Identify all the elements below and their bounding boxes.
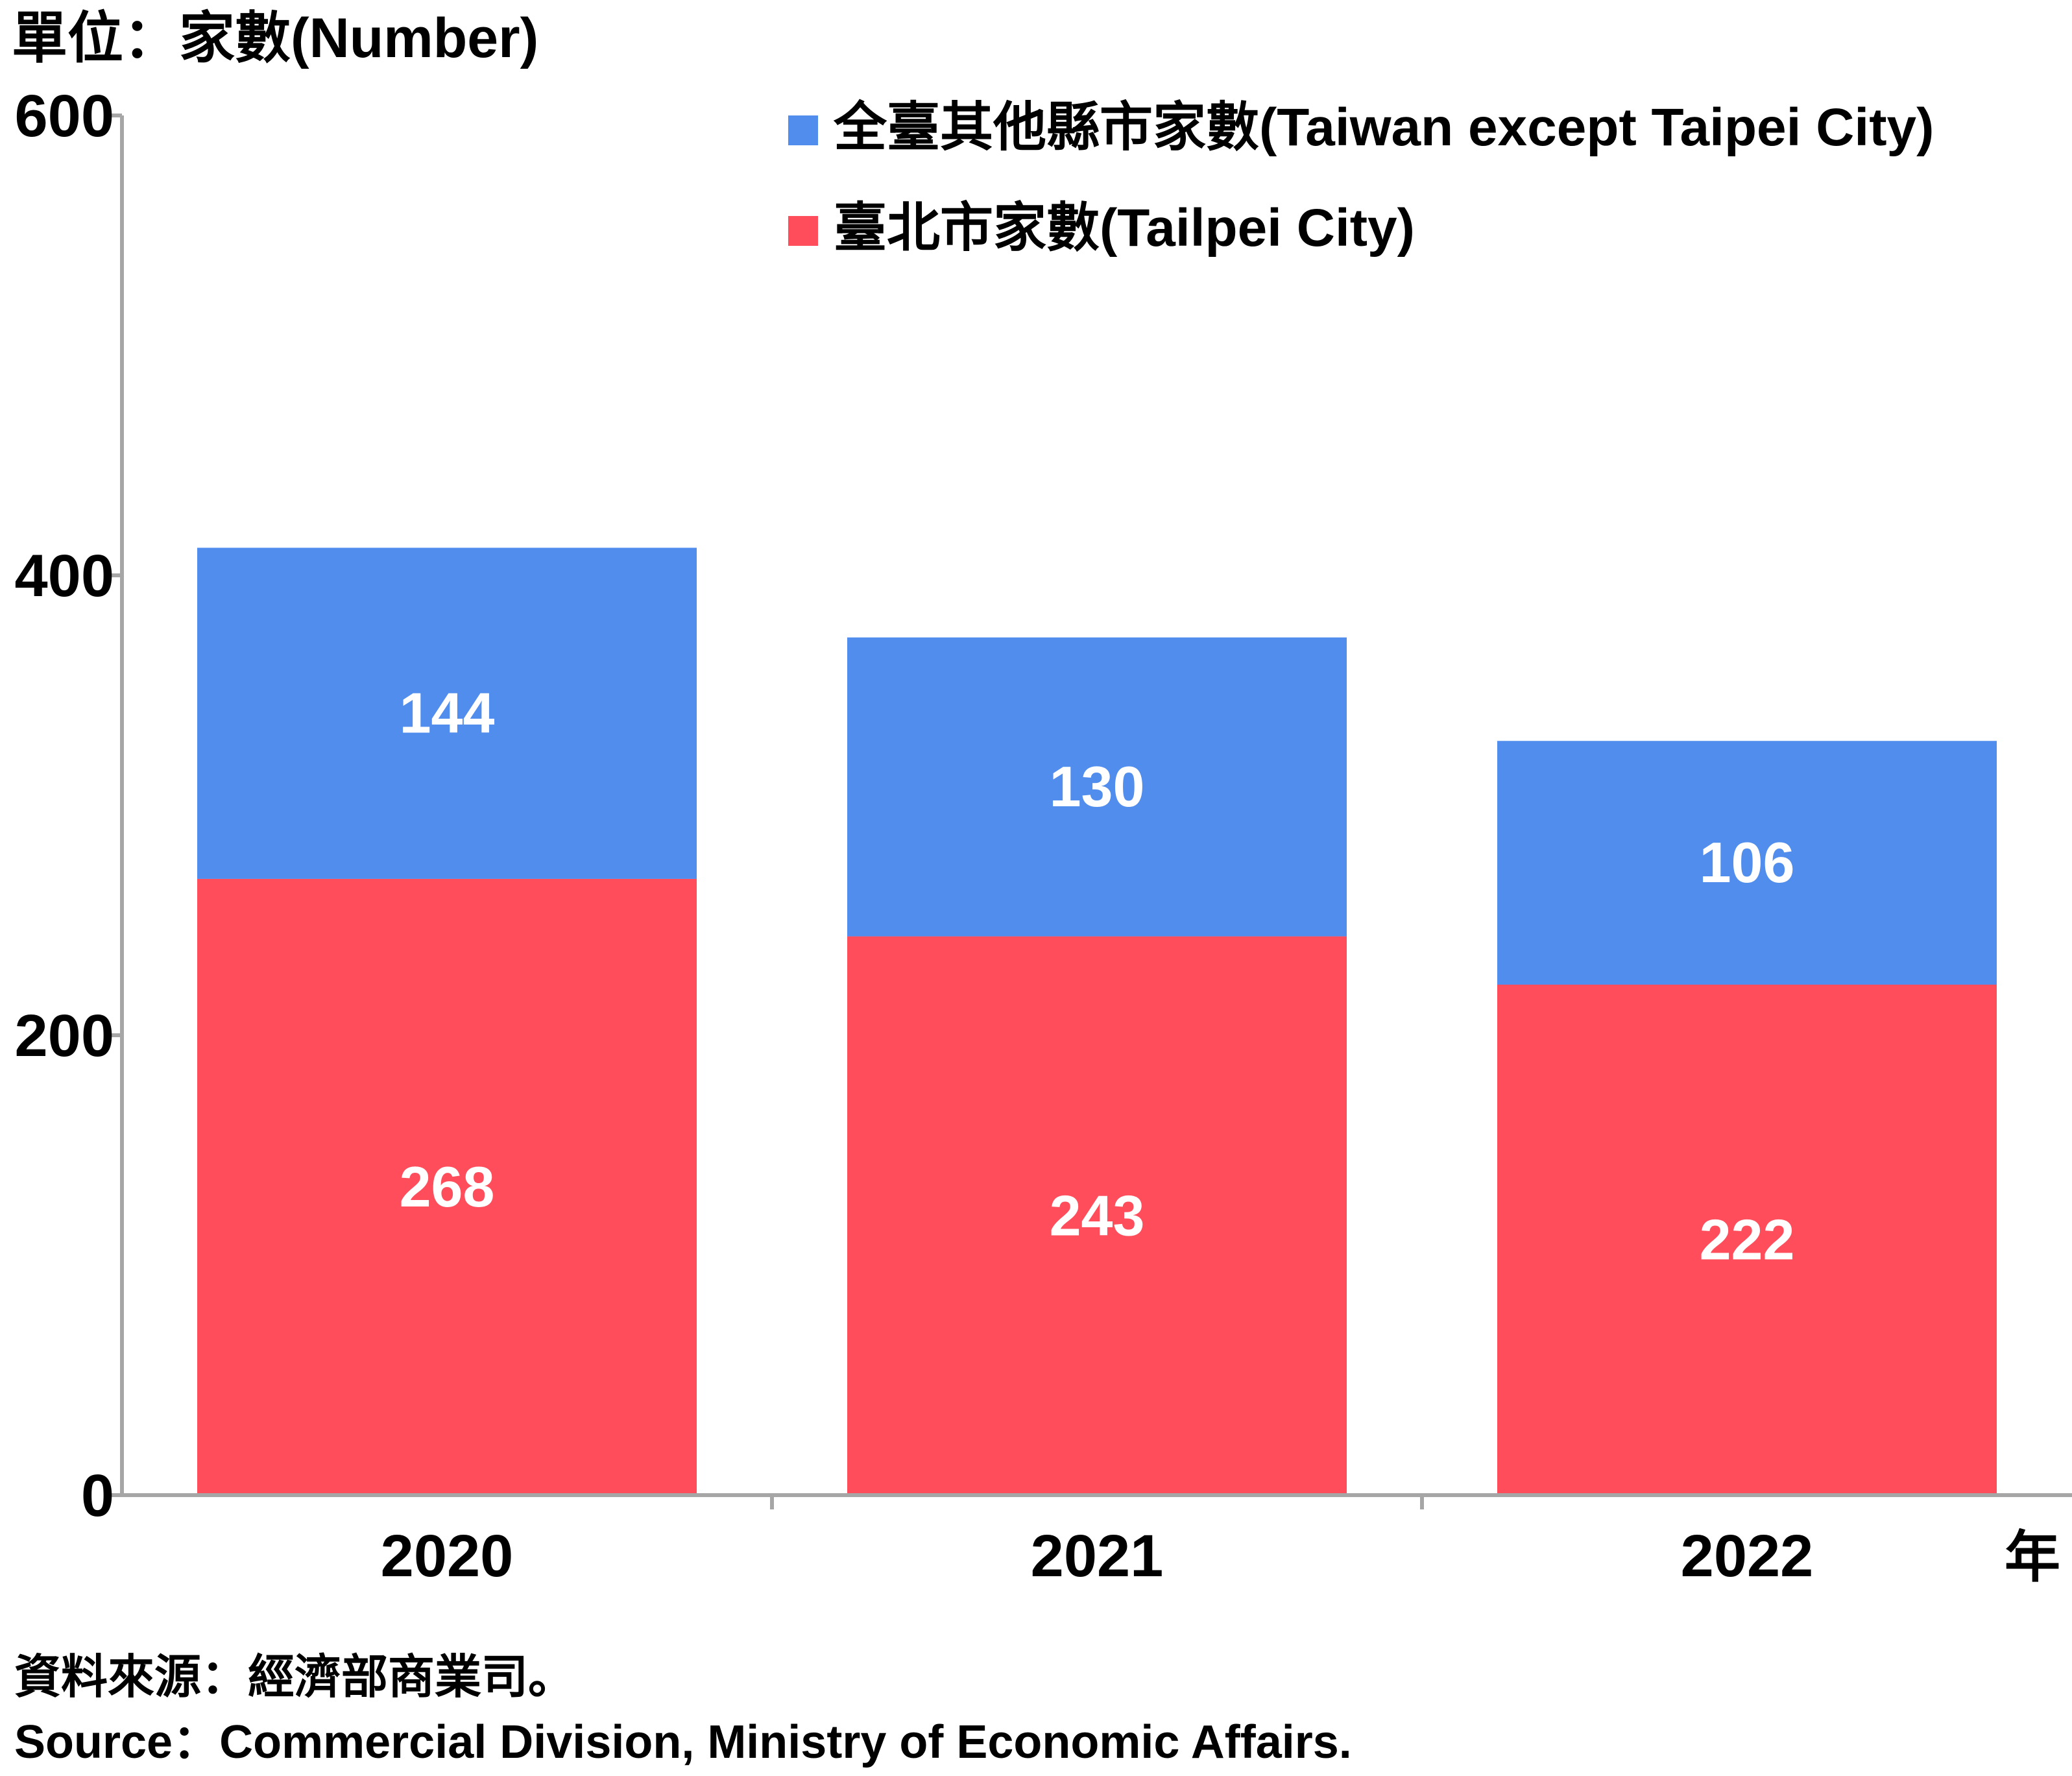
x-tick-label-2022: 2022: [1681, 1523, 1814, 1589]
data-label-2020-series-0: 268: [400, 1155, 495, 1219]
x-axis-unit: 年: [2005, 1526, 2060, 1589]
x-tick-label-2021: 2021: [1031, 1523, 1164, 1589]
unit-label: 單位：家數(Number): [12, 7, 538, 69]
data-label-2020-series-1: 144: [400, 681, 495, 745]
y-tick-label-600: 600: [15, 83, 115, 149]
data-label-2022-series-1: 106: [1700, 830, 1795, 894]
axes-layer: [110, 114, 2072, 1509]
legend-label-series-1: 全臺其他縣市家數(Taiwan except Taipei City): [833, 98, 1934, 157]
bar-2020-series-1: [197, 547, 697, 879]
data-label-2021-series-1: 130: [1050, 754, 1145, 819]
legend-swatch-series-0: [788, 216, 818, 246]
bar-2021-series-0: [847, 936, 1347, 1495]
y-tick-label-0: 0: [81, 1463, 114, 1529]
source-en: Source：Commercial Division, Ministry of …: [14, 1716, 1352, 1768]
y-tick-label-400: 400: [15, 543, 115, 609]
bar-2020-series-0: [197, 878, 697, 1495]
data-label-2021-series-0: 243: [1050, 1183, 1145, 1247]
x-tick-label-2020: 2020: [381, 1523, 514, 1589]
legend: 全臺其他縣市家數(Taiwan except Taipei City) 臺北市家數…: [788, 98, 1934, 258]
legend-label-series-0: 臺北市家數(Tailpei City): [834, 198, 1415, 258]
source-zh: 資料來源：經濟部商業司。: [14, 1651, 575, 1703]
bars-layer: [197, 547, 1997, 1495]
bar-2021-series-1: [847, 637, 1347, 937]
bar-2022-series-0: [1497, 985, 1997, 1495]
data-label-2022-series-0: 222: [1700, 1208, 1795, 1272]
legend-swatch-series-1: [788, 115, 818, 145]
labels-layer: 268 144 2020 243 130 2021 222 106 2022 0 200 400 600: [15, 83, 1814, 1589]
bar-2022-series-1: [1497, 741, 1997, 985]
y-tick-label-200: 200: [15, 1003, 115, 1069]
